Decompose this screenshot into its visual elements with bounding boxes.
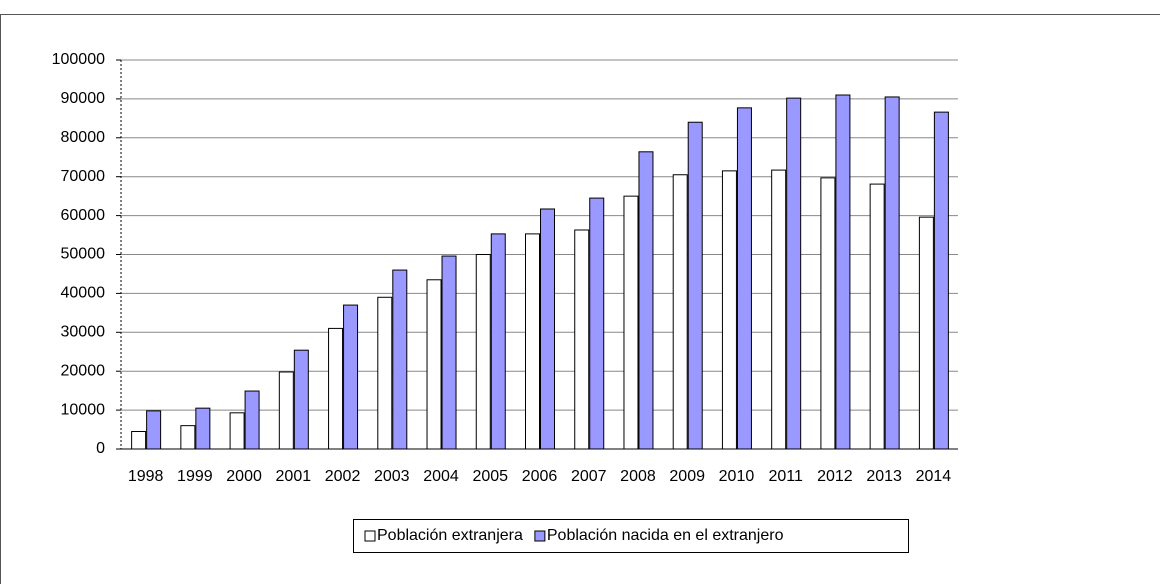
- y-tick-label: 80000: [61, 129, 106, 146]
- x-tick-label: 2000: [226, 468, 262, 485]
- bar: [821, 178, 835, 449]
- bar: [491, 234, 505, 449]
- bar: [442, 256, 456, 449]
- x-tick-label: 2014: [916, 468, 952, 485]
- bar: [294, 350, 308, 449]
- x-tick-label: 2008: [620, 468, 656, 485]
- bar: [245, 391, 259, 449]
- x-tick-label: 1999: [177, 468, 213, 485]
- bar: [722, 171, 736, 449]
- bar: [196, 408, 210, 449]
- bar: [393, 270, 407, 449]
- x-tick-label: 2012: [817, 468, 853, 485]
- bar: [787, 98, 801, 449]
- x-tick-label: 2010: [719, 468, 755, 485]
- bar: [919, 217, 933, 449]
- y-tick-label: 50000: [61, 246, 106, 263]
- y-tick-label: 10000: [61, 401, 106, 418]
- x-tick-label: 2003: [374, 468, 410, 485]
- y-tick-label: 30000: [61, 324, 106, 341]
- bar: [427, 280, 441, 449]
- x-tick-label: 2006: [522, 468, 558, 485]
- y-tick-label: 40000: [61, 285, 106, 302]
- bar: [476, 255, 490, 450]
- x-tick-label: 2011: [768, 468, 803, 485]
- y-tick-label: 70000: [61, 168, 106, 185]
- bar: [230, 413, 244, 449]
- bar: [378, 297, 392, 449]
- x-tick-label: 1998: [128, 468, 164, 485]
- bar: [132, 431, 146, 449]
- y-tick-label: 100000: [52, 51, 105, 68]
- x-tick-label: 2004: [423, 468, 459, 485]
- bar: [934, 112, 948, 449]
- legend: Población extranjera Población nacida en …: [354, 520, 909, 553]
- y-tick-label: 0: [96, 440, 105, 457]
- bar: [526, 234, 540, 449]
- bar: [688, 122, 702, 449]
- x-tick-label: 2005: [472, 468, 508, 485]
- bar: [344, 305, 358, 449]
- chart: Población extranjera Población nacida en …: [0, 0, 1160, 584]
- bar: [737, 108, 751, 449]
- bar: [885, 97, 899, 449]
- bar: [624, 196, 638, 449]
- y-tick-label: 90000: [61, 90, 106, 107]
- bar: [870, 184, 884, 449]
- bar: [541, 209, 555, 449]
- bar: [673, 175, 687, 449]
- legend-swatch: [535, 531, 545, 541]
- legend-label: Población extranjera: [377, 527, 523, 544]
- x-tick-label: 2009: [669, 468, 705, 485]
- bar: [590, 198, 604, 449]
- bar: [639, 152, 653, 449]
- legend-label: Población nacida en el extranjero: [547, 527, 784, 544]
- y-tick-label: 20000: [61, 362, 106, 379]
- bar: [575, 230, 589, 449]
- bar: [836, 95, 850, 449]
- x-tick-label: 2001: [276, 468, 312, 485]
- y-tick-label: 60000: [61, 207, 106, 224]
- x-tick-label: 2007: [571, 468, 607, 485]
- bar: [147, 411, 161, 449]
- bar: [772, 170, 786, 449]
- legend-swatch: [365, 531, 375, 541]
- bar: [329, 328, 343, 449]
- x-tick-label: 2002: [325, 468, 361, 485]
- bar: [181, 426, 195, 449]
- x-tick-label: 2013: [866, 468, 902, 485]
- bar: [279, 372, 293, 449]
